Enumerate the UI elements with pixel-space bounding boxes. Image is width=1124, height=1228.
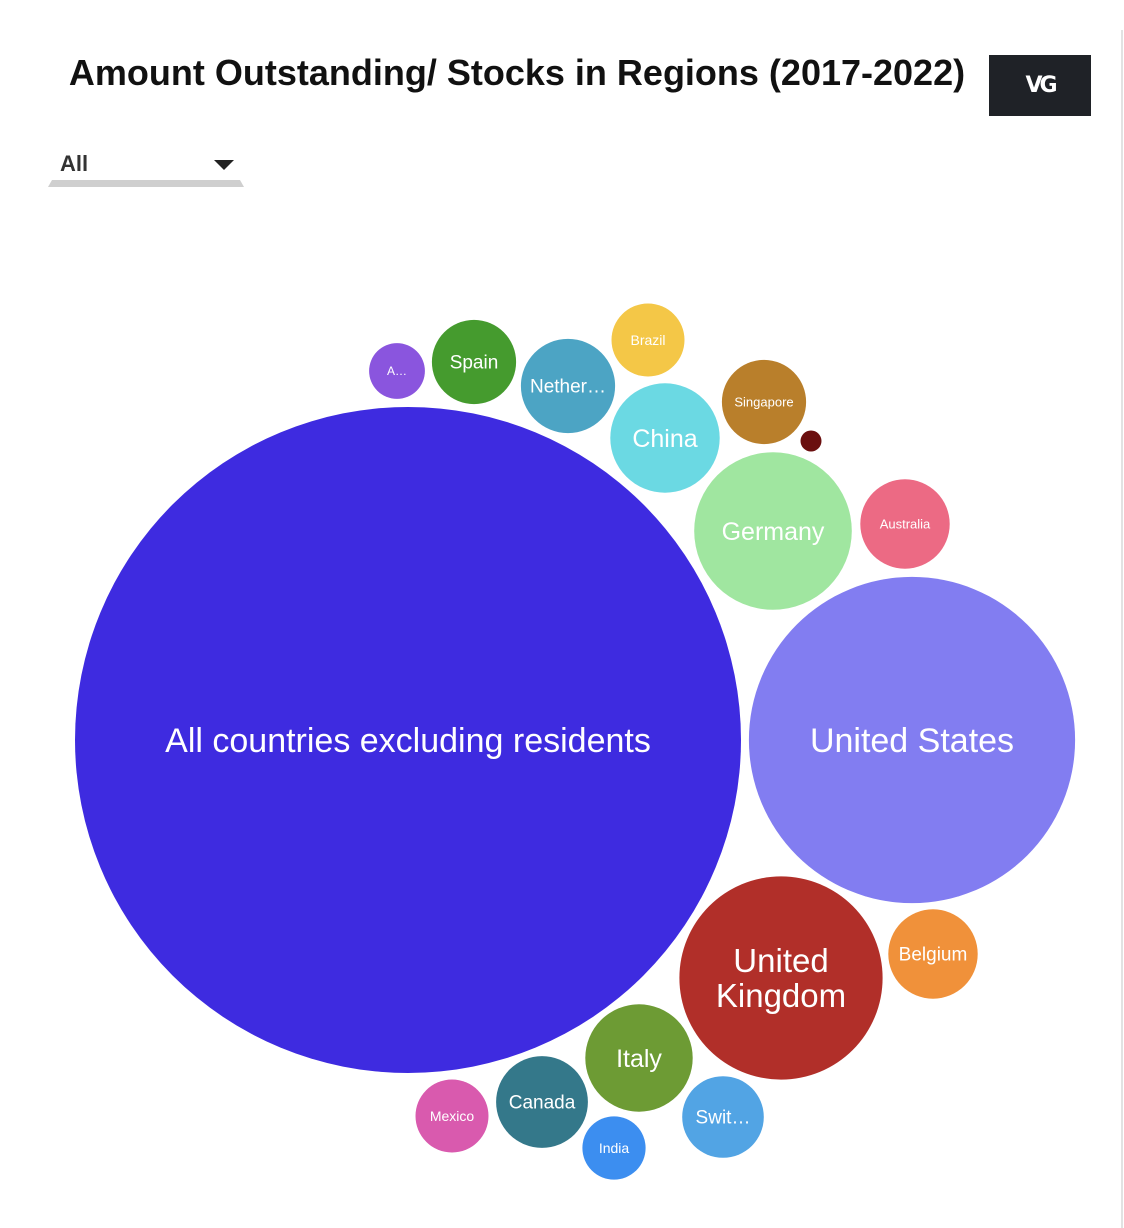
bubble-circle[interactable] [520,338,616,434]
bubble-label: India [599,1140,630,1156]
bubble-label: Singapore [734,395,793,410]
bubble-circle[interactable] [800,430,822,452]
bubble-circle[interactable] [611,303,685,377]
bubble-circle[interactable] [585,1004,693,1112]
bubble-label: Mexico [430,1108,475,1124]
bubble-singapore[interactable]: Singapore [721,359,807,445]
bubble-circle[interactable] [682,1076,764,1158]
caret-down-icon [214,160,234,170]
bubble-brazil[interactable]: Brazil [611,303,685,377]
bubble-circle[interactable] [888,909,978,999]
right-divider [1121,30,1123,1228]
region-filter-dropdown[interactable]: All [48,146,244,188]
bubble-mexico[interactable]: Mexico [415,1079,489,1153]
bubble-label: Australia [880,517,931,532]
bubble-label: United Kingdom [716,942,846,1014]
bubble-unnamed[interactable] [800,430,822,452]
bubble-belgium[interactable]: Belgium [888,909,978,999]
bubble-label: A… [387,364,407,378]
bubble-australia[interactable]: Australia [860,479,950,569]
bubble-united-kingdom[interactable]: United Kingdom [679,876,883,1080]
bubble-circle[interactable] [679,876,883,1080]
bubble-circle[interactable] [610,383,720,493]
bubble-netherlands[interactable]: Nether… [520,338,616,434]
bubble-circle[interactable] [496,1056,588,1148]
bubble-label: China [632,425,697,453]
bubble-spain[interactable]: Spain [431,319,517,405]
logo-text: VG [1025,73,1057,98]
bubble-label: Swit… [696,1108,751,1129]
bubble-circle[interactable] [75,407,741,1073]
dropdown-underline [48,180,244,187]
bubble-circle[interactable] [415,1079,489,1153]
bubble-label: Brazil [630,332,665,348]
bubble-switzerland[interactable]: Swit… [682,1076,764,1158]
bubble-circle[interactable] [369,343,425,399]
bubble-circle[interactable] [721,359,807,445]
dropdown-selected-value: All [60,151,89,176]
bubble-label: Spain [450,353,499,374]
bubble-label: Canada [509,1093,576,1114]
bubble-a[interactable]: A… [369,343,425,399]
bubble-china[interactable]: China [610,383,720,493]
bubble-label: Germany [722,518,825,546]
bubble-circle[interactable] [694,452,852,610]
bubble-label: Nether… [530,377,606,398]
bubble-all-countries-excluding-residents[interactable]: All countries excluding residents [75,407,741,1073]
bubble-circle[interactable] [431,319,517,405]
bubble-circle[interactable] [582,1116,646,1180]
bubble-label: United States [810,722,1014,760]
bubble-italy[interactable]: Italy [585,1004,693,1112]
bubble-canada[interactable]: Canada [496,1056,588,1148]
bubble-label: Belgium [899,945,968,966]
logo-badge[interactable]: VG [989,55,1091,116]
chart-title: Amount Outstanding/ Stocks in Regions (2… [68,52,966,93]
bubble-circle[interactable] [860,479,950,569]
bubble-germany[interactable]: Germany [694,452,852,610]
bubble-label: All countries excluding residents [165,722,651,760]
bubble-circle[interactable] [748,576,1076,904]
bubble-united-states[interactable]: United States [748,576,1076,904]
bubble-label: Italy [616,1045,662,1073]
bubble-india[interactable]: India [582,1116,646,1180]
